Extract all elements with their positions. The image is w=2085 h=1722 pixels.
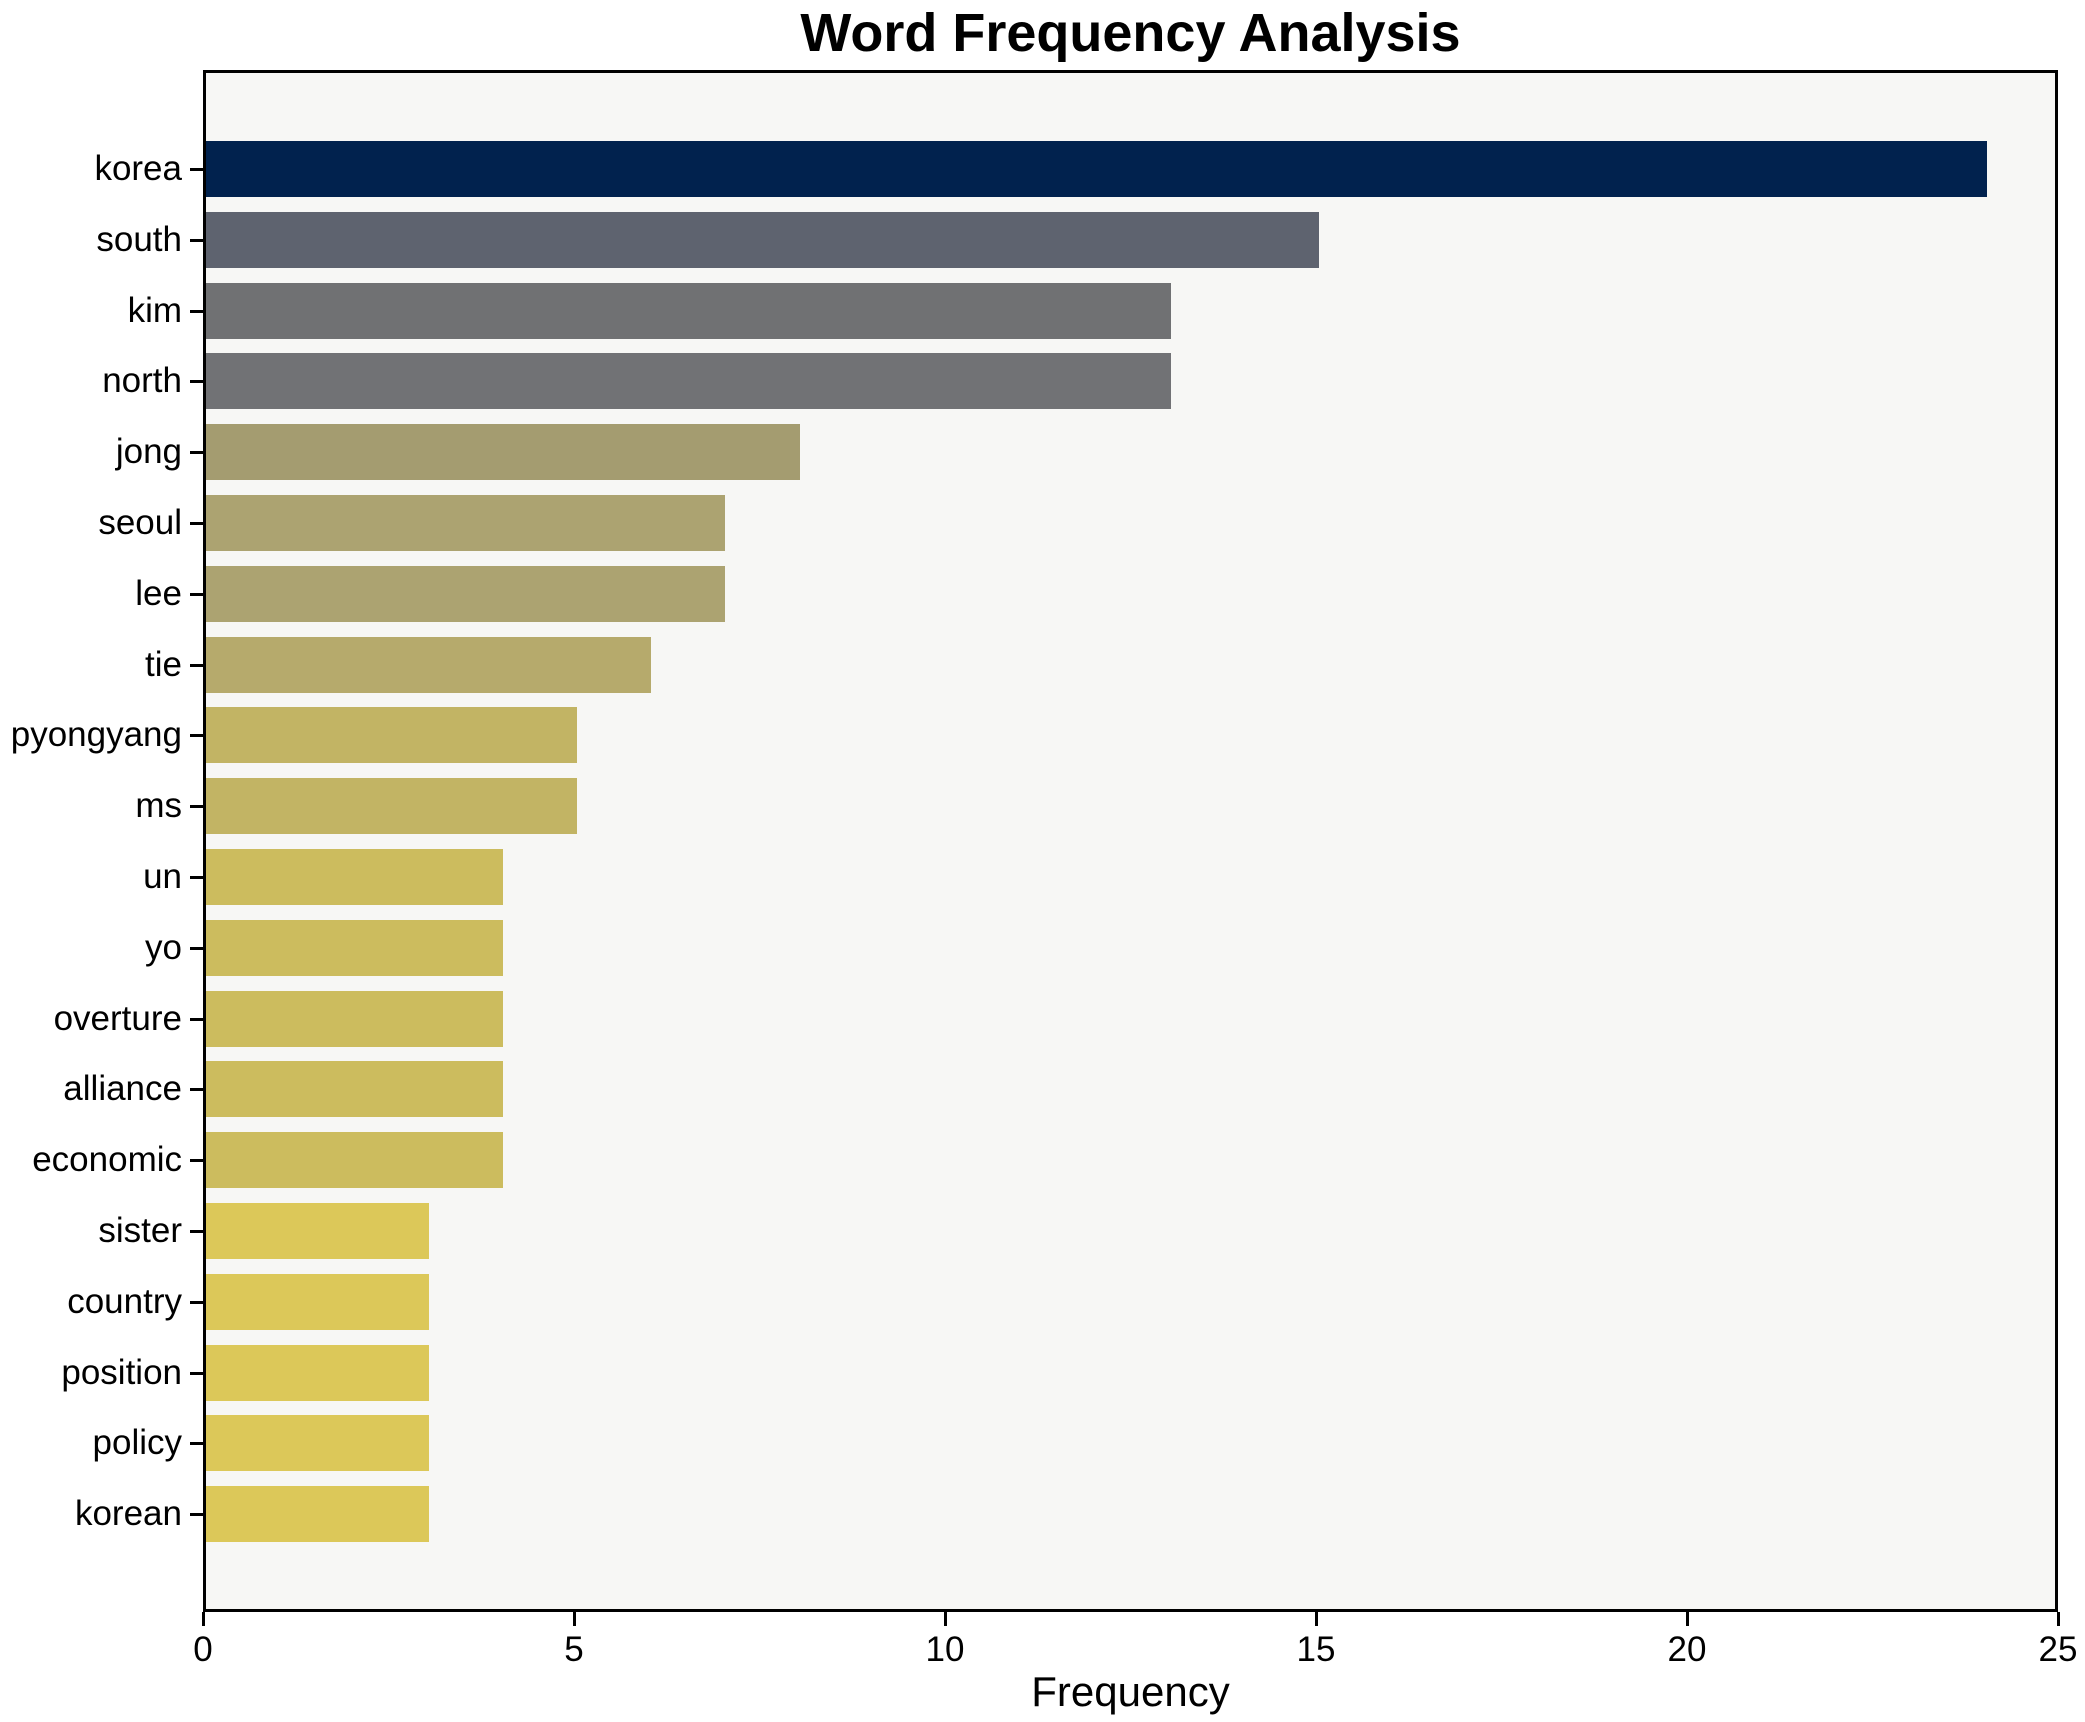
y-tick-mark <box>190 380 203 384</box>
chart-title: Word Frequency Analysis <box>800 3 1461 63</box>
y-tick-mark <box>190 1371 203 1375</box>
bar-korean <box>206 1486 429 1543</box>
bar-ms <box>206 778 577 835</box>
y-tick-mark <box>190 1088 203 1092</box>
y-tick-mark <box>190 238 203 242</box>
bar-sister <box>206 1203 429 1259</box>
bar-seoul <box>206 495 725 551</box>
x-tick-label-15: 15 <box>1296 1630 1336 1669</box>
y-tick-label-lee: lee <box>135 573 182 613</box>
y-tick-label-tie: tie <box>145 644 182 684</box>
y-tick-mark <box>190 168 203 171</box>
y-tick-label-alliance: alliance <box>63 1069 182 1109</box>
y-tick-mark <box>190 451 203 455</box>
y-tick-label-pyongyang: pyongyang <box>10 715 182 755</box>
y-tick-label-un: un <box>143 857 182 896</box>
y-tick-mark <box>190 1513 203 1517</box>
y-tick-mark <box>190 805 203 809</box>
x-tick-mark <box>1686 1612 1689 1626</box>
bar-tie <box>206 636 651 693</box>
y-tick-label-position: position <box>61 1352 182 1392</box>
y-tick-mark <box>190 1017 203 1021</box>
x-tick-label-20: 20 <box>1667 1630 1707 1669</box>
y-tick-mark <box>190 1159 203 1163</box>
x-axis-label: Frequency <box>1031 1668 1230 1715</box>
x-tick-label-10: 10 <box>925 1630 965 1669</box>
x-tick-label-25: 25 <box>2038 1630 2078 1669</box>
x-tick-mark <box>202 1612 205 1626</box>
bar-country <box>206 1273 429 1330</box>
y-tick-label-sister: sister <box>98 1211 182 1250</box>
y-tick-label-kim: kim <box>127 290 182 330</box>
y-tick-mark <box>190 1300 203 1304</box>
y-tick-label-country: country <box>67 1281 182 1321</box>
y-tick-label-korea: korea <box>94 149 182 188</box>
bar-alliance <box>206 1061 503 1118</box>
y-tick-label-korean: korean <box>74 1494 182 1534</box>
y-tick-mark <box>190 309 203 313</box>
y-tick-label-policy: policy <box>92 1423 182 1463</box>
y-tick-label-ms: ms <box>135 786 182 826</box>
y-tick-label-overture: overture <box>53 998 182 1038</box>
x-tick-mark <box>573 1612 576 1626</box>
x-tick-mark <box>2057 1612 2060 1626</box>
y-tick-label-south: south <box>96 219 182 259</box>
y-tick-mark <box>190 876 203 879</box>
y-tick-label-seoul: seoul <box>98 503 182 542</box>
x-tick-mark <box>944 1612 947 1626</box>
y-tick-label-economic: economic <box>32 1140 182 1180</box>
x-tick-label-5: 5 <box>564 1630 584 1669</box>
bar-economic <box>206 1132 503 1189</box>
y-tick-mark <box>190 663 203 667</box>
y-tick-mark <box>190 946 203 950</box>
bar-position <box>206 1344 429 1401</box>
x-tick-label-0: 0 <box>193 1630 213 1669</box>
x-tick-mark <box>1315 1612 1318 1626</box>
y-tick-mark <box>190 522 203 525</box>
bar-kim <box>206 282 1171 339</box>
bar-lee <box>206 565 725 622</box>
bar-policy <box>206 1415 429 1472</box>
y-tick-label-north: north <box>102 361 182 401</box>
plot-area <box>203 70 2058 1612</box>
y-tick-label-yo: yo <box>145 927 182 967</box>
y-tick-mark <box>190 734 203 738</box>
bar-north <box>206 353 1171 410</box>
bar-pyongyang <box>206 707 577 764</box>
y-tick-label-jong: jong <box>115 432 182 472</box>
y-tick-mark <box>190 592 203 596</box>
bar-jong <box>206 424 800 481</box>
y-tick-mark <box>190 1442 203 1446</box>
bar-yo <box>206 919 503 976</box>
bar-un <box>206 849 503 905</box>
bar-south <box>206 211 1319 268</box>
bar-overture <box>206 990 503 1047</box>
bar-korea <box>206 141 1987 197</box>
y-tick-mark <box>190 1230 203 1233</box>
